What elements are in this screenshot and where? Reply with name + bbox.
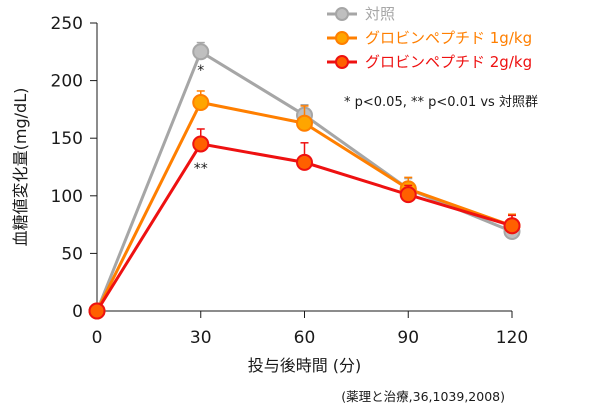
data-point xyxy=(399,186,417,204)
x-tick-label: 60 xyxy=(294,328,316,348)
series-layer xyxy=(88,41,521,320)
legend-label: 対照 xyxy=(365,5,395,23)
x-tick-label: 120 xyxy=(496,328,528,348)
x-axis-title: 投与後時間 (分) xyxy=(248,356,362,375)
y-axis-title: 血糖値変化量(mg/dL) xyxy=(11,88,30,247)
data-point xyxy=(192,43,210,61)
series-line xyxy=(95,49,513,312)
data-point xyxy=(296,114,313,132)
y-axis: 0 50 100 150 200 250 xyxy=(51,14,98,322)
x-tick-label: 0 xyxy=(92,328,103,348)
significance-marker: * xyxy=(197,63,204,79)
data-point xyxy=(88,302,106,320)
legend-marker xyxy=(335,7,349,21)
y-tick-label: 50 xyxy=(61,244,83,264)
data-point xyxy=(192,135,210,153)
y-tick-label: 200 xyxy=(51,72,83,92)
series-1 xyxy=(88,41,521,320)
y-tick-label: 100 xyxy=(51,187,83,207)
x-tick-label: 30 xyxy=(190,328,212,348)
data-point xyxy=(296,153,313,171)
y-tick-label: 150 xyxy=(51,129,83,149)
legend-marker xyxy=(335,55,349,69)
legend-label: グロビンペプチド 1g/kg xyxy=(365,29,532,47)
data-point xyxy=(503,217,521,235)
y-tick-label: 250 xyxy=(51,14,83,34)
legend-marker xyxy=(335,31,349,45)
x-axis: 0 30 60 90 120 xyxy=(92,310,528,348)
data-point xyxy=(192,93,210,111)
significance-note: * p<0.05, ** p<0.01 vs 対照群 xyxy=(344,95,538,110)
x-tick-label: 90 xyxy=(397,328,419,348)
series-3 xyxy=(88,128,521,320)
series-2 xyxy=(88,90,521,320)
annotations: *** xyxy=(194,63,208,177)
legend-label: グロビンペプチド 2g/kg xyxy=(365,53,532,71)
y-tick-label: 0 xyxy=(72,302,83,322)
significance-marker: ** xyxy=(194,161,208,177)
source-citation: (薬理と治療,36,1039,2008) xyxy=(341,389,505,404)
